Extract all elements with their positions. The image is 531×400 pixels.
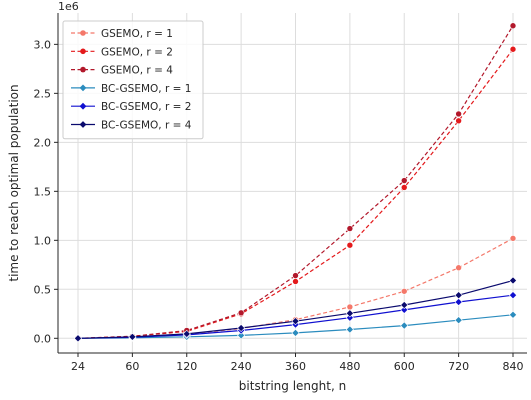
data-point — [182, 329, 191, 338]
data-point — [346, 225, 354, 232]
legend-item: GSEMO, r = 1 — [71, 28, 173, 40]
legend-marker — [79, 102, 87, 110]
y-offset-label: 1e6 — [58, 0, 79, 13]
data-point — [400, 287, 408, 295]
y-tick-label: 3.0 — [34, 38, 52, 51]
legend-item: GSEMO, r = 4 — [71, 65, 173, 77]
data-point — [346, 303, 354, 311]
x-tick-label: 480 — [339, 360, 360, 373]
x-tick-label: 360 — [285, 360, 306, 373]
data-point — [400, 184, 408, 191]
data-point — [400, 321, 409, 330]
legend-item: BC-GSEMO, r = 4 — [71, 120, 192, 132]
x-tick-label: 720 — [448, 360, 469, 373]
legend-label: GSEMO, r = 1 — [101, 28, 173, 40]
legend-box — [62, 20, 204, 140]
data-point — [345, 313, 354, 322]
x-tick-label: 240 — [231, 360, 252, 373]
data-point — [508, 310, 518, 319]
data-point — [400, 305, 409, 314]
axes: 24 60 120 240 360 480 600 720 840 0.0 0.5 1.0 1.5 2.0… — [34, 13, 527, 373]
x-tick-label: 840 — [503, 360, 524, 373]
data-point — [292, 272, 299, 279]
data-point — [345, 309, 354, 318]
legend-item: BC-GSEMO, r = 1 — [71, 83, 191, 95]
data-point — [508, 276, 518, 285]
y-tick-label: 2.5 — [34, 87, 52, 100]
legend-label: BC-GSEMO, r = 2 — [101, 101, 191, 113]
legend-marker — [80, 66, 86, 73]
data-point — [455, 117, 462, 125]
legend-marker — [80, 30, 86, 36]
data-point — [400, 300, 409, 310]
data-point — [237, 331, 246, 340]
data-point — [509, 45, 517, 53]
data-point — [237, 309, 245, 317]
y-tick-label: 0.0 — [34, 332, 52, 345]
x-tick-label: 60 — [125, 360, 139, 373]
data-point — [455, 264, 462, 272]
y-tick-label: 0.5 — [34, 283, 52, 296]
data-point — [345, 325, 354, 334]
series-line — [77, 25, 514, 339]
legend-label: BC-GSEMO, r = 1 — [101, 83, 191, 95]
series-5 — [73, 276, 518, 343]
data-point — [454, 316, 463, 325]
y-axis-label: time to reach optimal population — [7, 84, 21, 281]
data-point — [454, 291, 463, 300]
legend-item: BC-GSEMO, r = 2 — [71, 101, 191, 113]
data-point — [400, 177, 408, 184]
x-tick-label: 24 — [71, 360, 85, 373]
y-tick-label: 1.0 — [34, 234, 52, 247]
data-point — [509, 235, 517, 242]
data-point — [292, 278, 299, 285]
data-point — [346, 241, 354, 249]
legend-marker — [79, 84, 87, 92]
data-point — [237, 323, 246, 333]
y-tick-label: 2.0 — [34, 136, 52, 149]
legend-marker — [79, 121, 87, 128]
series — [73, 22, 518, 343]
data-point — [128, 332, 137, 341]
data-point — [509, 22, 517, 30]
legend-label: BC-GSEMO, r = 4 — [101, 120, 192, 132]
legend-label: GSEMO, r = 4 — [101, 65, 173, 77]
data-point — [73, 334, 83, 343]
data-point — [291, 328, 300, 337]
x-tick-label: 120 — [176, 360, 197, 373]
data-point — [455, 110, 462, 118]
data-point — [291, 317, 300, 326]
legend: GSEMO, r = 1 GSEMO, r = 2 GSEMO, r = 4 BC-G… — [62, 20, 204, 140]
data-point — [454, 298, 463, 307]
legend-label: GSEMO, r = 2 — [101, 46, 173, 58]
x-tick-label: 600 — [394, 360, 415, 373]
x-axis-label: bitstring lenght, n — [239, 379, 346, 393]
data-point — [508, 291, 518, 300]
y-tick-label: 1.5 — [34, 185, 52, 198]
legend-item: GSEMO, r = 2 — [71, 46, 173, 58]
grid — [58, 13, 527, 353]
legend-marker — [80, 48, 86, 55]
